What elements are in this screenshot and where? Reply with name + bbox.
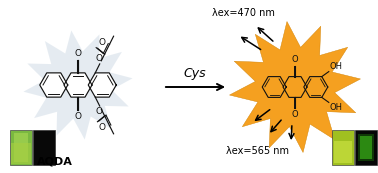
Polygon shape bbox=[40, 73, 68, 97]
Bar bbox=[11, 143, 31, 164]
Polygon shape bbox=[23, 30, 133, 140]
Text: AQDA: AQDA bbox=[37, 157, 73, 167]
Polygon shape bbox=[64, 73, 92, 97]
Text: Cys: Cys bbox=[184, 67, 206, 80]
Bar bbox=[355, 130, 377, 165]
Text: OH: OH bbox=[330, 103, 343, 112]
Bar bbox=[334, 141, 352, 163]
Text: λex=470 nm: λex=470 nm bbox=[212, 8, 274, 18]
Bar bbox=[332, 130, 354, 165]
Text: O: O bbox=[96, 107, 103, 116]
Text: OH: OH bbox=[330, 62, 343, 71]
Bar bbox=[358, 134, 374, 161]
Bar bbox=[360, 136, 372, 159]
Polygon shape bbox=[229, 21, 361, 153]
Text: O: O bbox=[74, 49, 82, 58]
Text: O: O bbox=[292, 55, 298, 64]
Polygon shape bbox=[88, 73, 116, 97]
Text: O: O bbox=[99, 38, 105, 47]
Text: O: O bbox=[96, 54, 103, 63]
Text: O: O bbox=[99, 123, 105, 132]
Bar bbox=[10, 130, 32, 165]
Text: O: O bbox=[292, 110, 298, 119]
Polygon shape bbox=[262, 77, 286, 97]
Polygon shape bbox=[283, 77, 307, 97]
Text: O: O bbox=[74, 112, 82, 121]
Bar bbox=[14, 133, 28, 162]
Bar bbox=[33, 130, 55, 165]
Text: λex=565 nm: λex=565 nm bbox=[226, 146, 290, 156]
Polygon shape bbox=[304, 77, 328, 97]
